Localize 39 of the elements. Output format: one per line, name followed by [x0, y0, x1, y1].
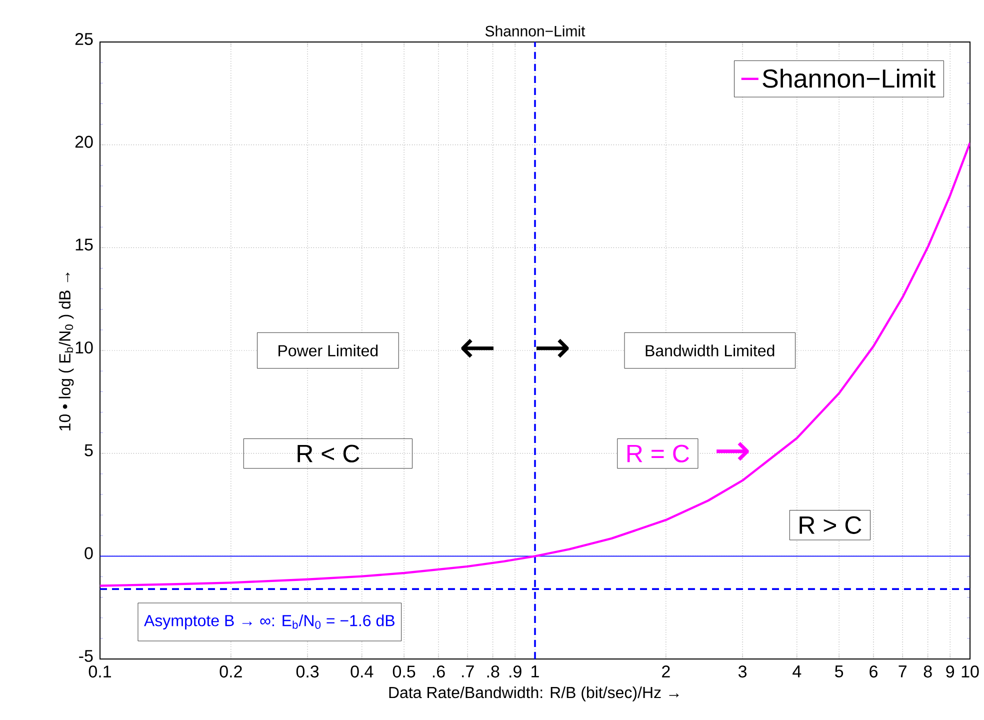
x-tick-label: 2 [662, 666, 670, 678]
x-tick-label: 7 [898, 666, 906, 678]
x-tick-label: 1 [532, 666, 539, 678]
annotation: Bandwidth Limited [646, 344, 774, 356]
x-tick-label: .9 [510, 666, 522, 678]
annotation: → [716, 442, 749, 461]
x-tick-label: 6 [870, 666, 878, 678]
x-tick-label: 0.3 [296, 666, 319, 678]
y-tick-label: -5 [79, 650, 93, 662]
x-tick-label: 4 [792, 666, 802, 678]
y-tick-label: 20 [75, 136, 93, 148]
y-tick-label: 25 [75, 32, 93, 46]
x-tick-label: .7 [462, 666, 474, 678]
annotation: Power Limited [278, 344, 378, 356]
x-tick-label: 0.5 [392, 666, 416, 678]
x-tick-label: 3 [738, 666, 747, 678]
x-tick-label: 8 [924, 666, 932, 678]
annotation: ← [461, 338, 494, 358]
x-tick-label: 0.2 [220, 666, 242, 678]
x-tick-label: 0.4 [350, 666, 374, 678]
x-tick-label: .8 [487, 666, 500, 678]
y-tick-label: 10 [76, 341, 93, 354]
chart-title: Shannon−Limit [485, 25, 586, 36]
annotation: R < C [298, 444, 360, 462]
y-tick-label: 15 [76, 238, 93, 251]
x-tick-label: 9 [946, 666, 954, 678]
ref-line-label: Asymptote B → ∞: E$_{b}$/N$_{0}$ = −1.6 dB [144, 614, 394, 630]
annotation: R = C [627, 444, 689, 462]
x-tick-label: 10 [962, 666, 979, 678]
x-tick-label: 5 [835, 666, 844, 678]
x-tick-label: 0.1 [88, 666, 111, 678]
y-tick-label: 0 [84, 547, 93, 560]
x-axis-title: Data Rate/Bandwidth: R/B (bit/sec)/Hz → [389, 686, 679, 702]
x-tick-label: .6 [432, 666, 445, 678]
annotation: R > C [800, 516, 862, 534]
annotation: → [536, 338, 569, 358]
y-axis-title: 10 • log ( E$_{b}$/N$_{0}$ ) dB → [58, 272, 74, 430]
y-tick-label: 5 [84, 444, 93, 456]
legend-label: Shannon−Limit [762, 68, 936, 88]
